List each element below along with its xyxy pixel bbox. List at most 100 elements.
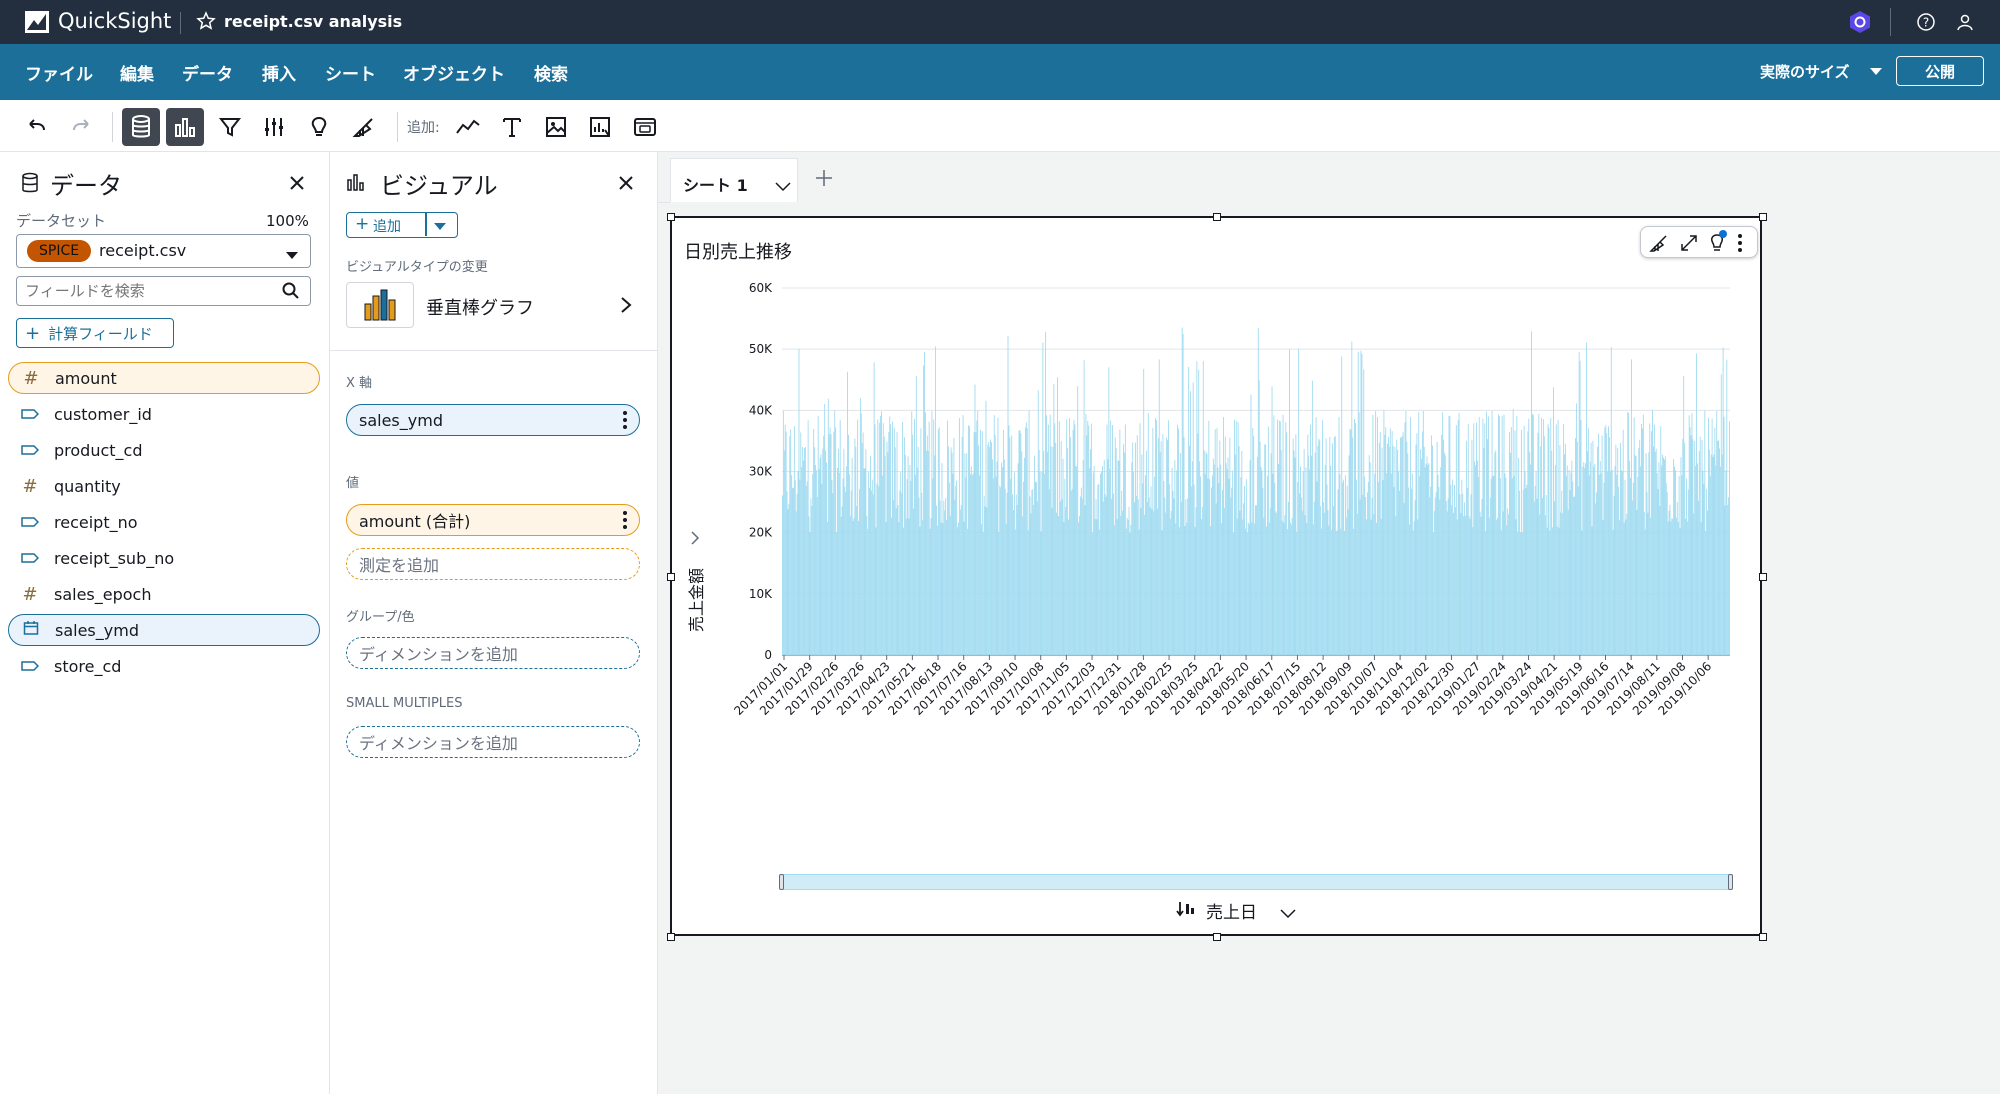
bar[interactable] [1127,519,1129,655]
bar[interactable] [1629,460,1631,655]
bar[interactable] [883,436,885,655]
bar[interactable] [1334,436,1336,655]
bar[interactable] [1716,411,1718,655]
bar[interactable] [1019,430,1021,655]
bar[interactable] [1390,473,1392,655]
bar[interactable] [1415,444,1417,655]
bar[interactable] [1285,422,1287,655]
bar[interactable] [1245,479,1247,655]
bar[interactable] [1450,484,1452,655]
bar[interactable] [1572,481,1574,655]
bar[interactable] [1388,446,1390,655]
bar[interactable] [845,492,847,655]
bar[interactable] [1137,499,1139,655]
bar[interactable] [815,464,816,655]
bar[interactable] [1017,463,1019,655]
bar[interactable] [785,431,787,655]
bar[interactable] [1146,501,1148,655]
bar[interactable] [1322,502,1324,655]
bar[interactable] [1141,454,1143,655]
bar[interactable] [1139,423,1141,655]
bar[interactable] [1358,412,1360,655]
bar[interactable] [1145,450,1147,655]
bar[interactable] [793,426,795,655]
bar[interactable] [1123,452,1125,655]
bar[interactable] [1138,529,1140,655]
bar[interactable] [1532,415,1534,655]
bar[interactable] [911,411,913,655]
bar[interactable] [1201,507,1203,655]
bar[interactable] [1350,429,1352,655]
bar[interactable] [1387,443,1389,655]
x-axis-field-pill[interactable]: sales_ymd [346,404,640,436]
bar[interactable] [1035,481,1036,655]
bar[interactable] [1640,466,1642,655]
bar[interactable] [821,483,823,655]
bar[interactable] [1679,528,1681,655]
bar[interactable] [1402,431,1404,655]
data-pane-toggle-icon[interactable] [122,108,160,146]
bar[interactable] [1107,459,1109,655]
bar[interactable] [1281,520,1283,655]
bar[interactable] [1018,430,1020,655]
bar[interactable] [1357,351,1359,655]
bar[interactable] [910,480,912,655]
bar[interactable] [832,493,834,655]
bar[interactable] [973,432,975,655]
bar[interactable] [1665,482,1667,655]
bar[interactable] [1632,482,1634,655]
bar[interactable] [1025,422,1027,655]
bar[interactable] [1252,427,1254,655]
bar[interactable] [1388,436,1389,655]
bar[interactable] [909,465,911,655]
bar[interactable] [1498,416,1500,655]
bar[interactable] [1207,478,1209,655]
bar[interactable] [839,420,841,655]
bar[interactable] [848,474,850,655]
bar[interactable] [1472,527,1474,655]
bar[interactable] [1569,490,1571,655]
bar[interactable] [1251,522,1253,655]
bar[interactable] [1540,446,1542,655]
bar[interactable] [1603,482,1605,655]
bar[interactable] [1276,512,1278,655]
help-icon[interactable]: ? [1916,12,1936,36]
bar[interactable] [993,415,995,655]
bar[interactable] [1457,419,1459,655]
bar[interactable] [1110,420,1112,655]
bar[interactable] [1586,451,1588,655]
bar[interactable] [1024,427,1026,655]
bar[interactable] [887,452,889,655]
bar[interactable] [1218,483,1220,655]
bar[interactable] [1702,470,1704,655]
bar[interactable] [1161,530,1163,655]
bar[interactable] [971,474,973,655]
bar[interactable] [889,416,891,655]
bar[interactable] [1564,454,1565,655]
bar[interactable] [1081,498,1083,655]
bar[interactable] [925,450,927,655]
bar[interactable] [1718,448,1720,655]
bar[interactable] [1605,425,1607,655]
field-item-store-cd[interactable]: store_cd [8,650,320,682]
bar[interactable] [1432,532,1434,655]
bar[interactable] [892,421,893,655]
bar[interactable] [1053,384,1055,655]
bar[interactable] [962,415,964,655]
bar[interactable] [1710,454,1712,655]
bar[interactable] [1553,387,1554,655]
bar[interactable] [1274,482,1276,655]
bar[interactable] [1198,369,1200,655]
bar[interactable] [1348,455,1350,655]
bar[interactable] [1176,470,1178,655]
bar[interactable] [1531,413,1533,655]
bar[interactable] [1093,465,1095,655]
bar[interactable] [1546,527,1548,655]
bar[interactable] [902,421,904,655]
bar[interactable] [1598,474,1600,655]
chevron-down-icon[interactable] [1280,904,1296,923]
bar[interactable] [783,450,785,655]
bar[interactable] [967,528,969,655]
bar[interactable] [1418,412,1420,655]
bar[interactable] [900,472,902,655]
